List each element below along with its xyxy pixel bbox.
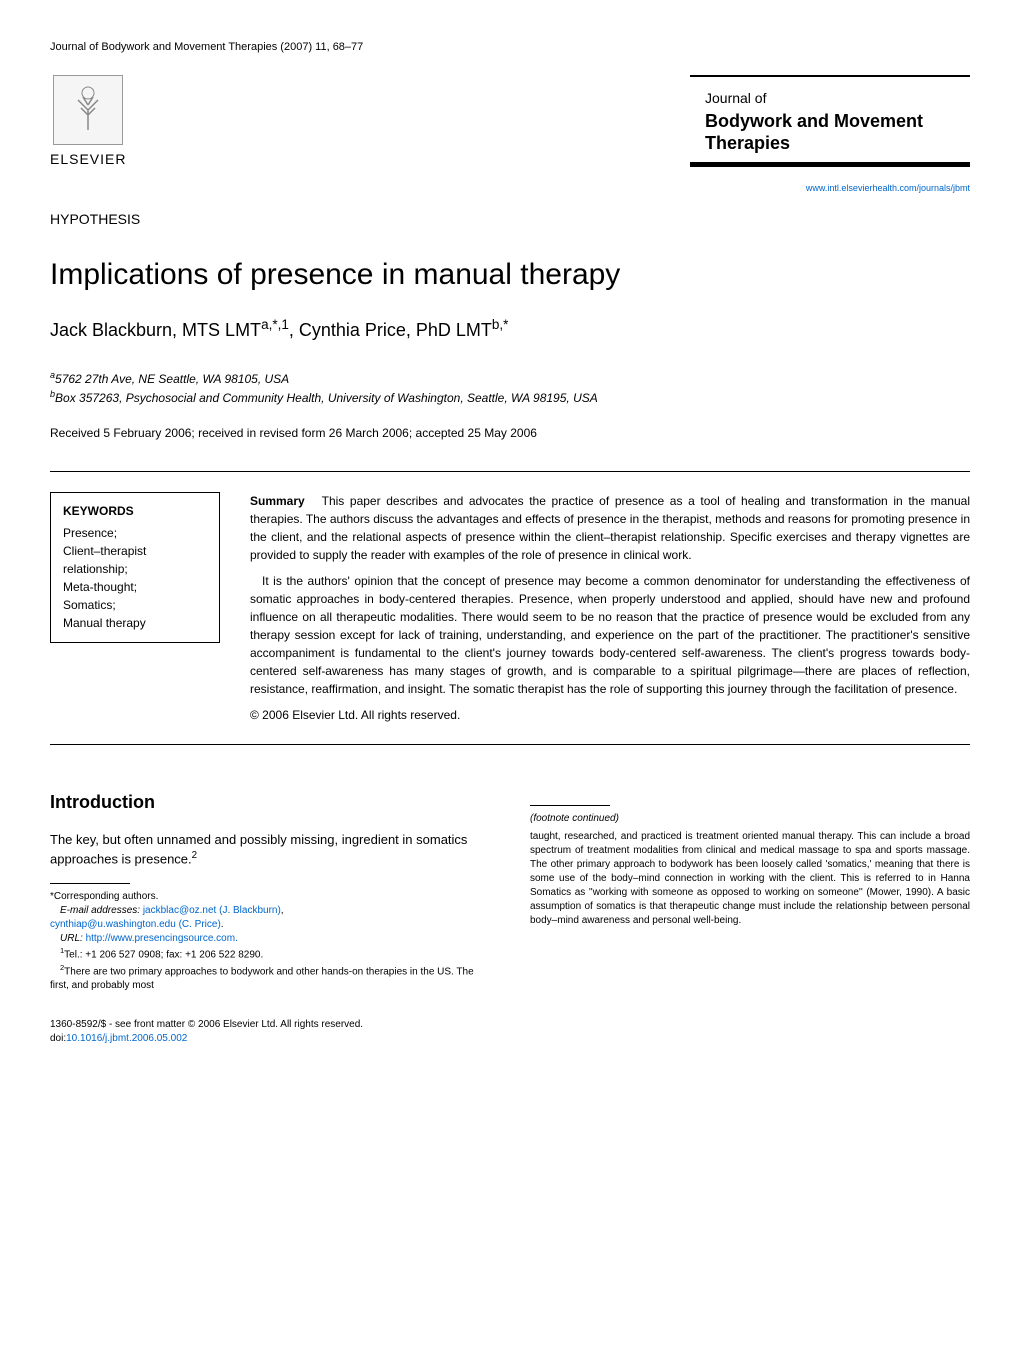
journal-url[interactable]: www.intl.elsevierhealth.com/journals/jbm…	[690, 182, 970, 195]
summary-label: Summary	[250, 494, 305, 508]
author-url[interactable]: http://www.presencingsource.com.	[86, 933, 238, 944]
footnote-divider-right	[530, 805, 610, 806]
url-label: URL:	[60, 933, 86, 944]
summary-copyright: © 2006 Elsevier Ltd. All rights reserved…	[250, 706, 970, 724]
tel-fax: Tel.: +1 206 527 0908; fax: +1 206 522 8…	[64, 950, 263, 961]
publisher-name: ELSEVIER	[50, 150, 126, 170]
intro-heading: Introduction	[50, 790, 490, 815]
keywords-list: Presence; Client–therapist relationship;…	[63, 524, 207, 632]
front-matter: 1360-8592/$ - see front matter © 2006 El…	[50, 1018, 970, 1032]
received-dates: Received 5 February 2006; received in re…	[50, 425, 970, 442]
journal-box-wrapper: Journal of Bodywork and Movement Therapi…	[690, 75, 970, 194]
authors: Jack Blackburn, MTS LMTa,*,1, Cynthia Pr…	[50, 316, 970, 343]
doi-label: doi:	[50, 1033, 66, 1044]
keywords-title: KEYWORDS	[63, 503, 207, 520]
footnote-continued-text: taught, researched, and practiced is tre…	[530, 830, 970, 928]
affiliation-b: Box 357263, Psychosocial and Community H…	[55, 391, 598, 405]
footnote-divider-left	[50, 883, 130, 884]
divider-top	[50, 471, 970, 472]
header-row: ELSEVIER Journal of Bodywork and Movemen…	[50, 75, 970, 194]
article-title: Implications of presence in manual thera…	[50, 254, 970, 296]
email-2[interactable]: cynthiap@u.washington.edu (C. Price)	[50, 919, 221, 930]
summary-para-2: It is the authors' opinion that the conc…	[250, 572, 970, 698]
journal-title-box: Journal of Bodywork and Movement Therapi…	[690, 75, 970, 167]
two-column-body: Introduction The key, but often unnamed …	[50, 765, 970, 993]
divider-bottom	[50, 744, 970, 745]
abstract-row: KEYWORDS Presence; Client–therapist rela…	[50, 492, 970, 724]
elsevier-tree-icon	[53, 75, 123, 145]
footnote-continued-label: (footnote continued)	[530, 812, 970, 826]
intro-sup: 2	[192, 850, 197, 861]
intro-body: The key, but often unnamed and possibly …	[50, 832, 467, 867]
left-column: Introduction The key, but often unnamed …	[50, 765, 490, 993]
publisher-logo-block: ELSEVIER	[50, 75, 126, 170]
summary-block: Summary This paper describes and advocat…	[250, 492, 970, 724]
right-column: (footnote continued) taught, researched,…	[530, 765, 970, 993]
article-type: HYPOTHESIS	[50, 210, 970, 230]
author-1: Jack Blackburn, MTS LMT	[50, 320, 261, 340]
summary-para-1: This paper describes and advocates the p…	[250, 494, 970, 562]
doi-link[interactable]: 10.1016/j.jbmt.2006.05.002	[66, 1033, 187, 1044]
author-1-sup: a,*,1	[261, 317, 289, 332]
affiliation-a: 5762 27th Ave, NE Seattle, WA 98105, USA	[55, 372, 289, 386]
footnote-2-text: There are two primary approaches to body…	[50, 966, 474, 991]
journal-of-label: Journal of	[705, 89, 955, 109]
footnotes-left: *Corresponding authors. E-mail addresses…	[50, 890, 490, 993]
corresponding-note: *Corresponding authors.	[50, 890, 490, 904]
email-label: E-mail addresses:	[60, 905, 143, 916]
author-2: , Cynthia Price, PhD LMT	[289, 320, 492, 340]
intro-text: The key, but often unnamed and possibly …	[50, 831, 490, 869]
email-1[interactable]: jackblac@oz.net (J. Blackburn)	[143, 905, 281, 916]
bottom-info: 1360-8592/$ - see front matter © 2006 El…	[50, 1018, 970, 1046]
affiliations: a5762 27th Ave, NE Seattle, WA 98105, US…	[50, 369, 970, 407]
keywords-box: KEYWORDS Presence; Client–therapist rela…	[50, 492, 220, 643]
journal-name: Bodywork and Movement Therapies	[705, 111, 955, 154]
author-2-sup: b,*	[492, 317, 509, 332]
journal-reference: Journal of Bodywork and Movement Therapi…	[50, 40, 970, 55]
